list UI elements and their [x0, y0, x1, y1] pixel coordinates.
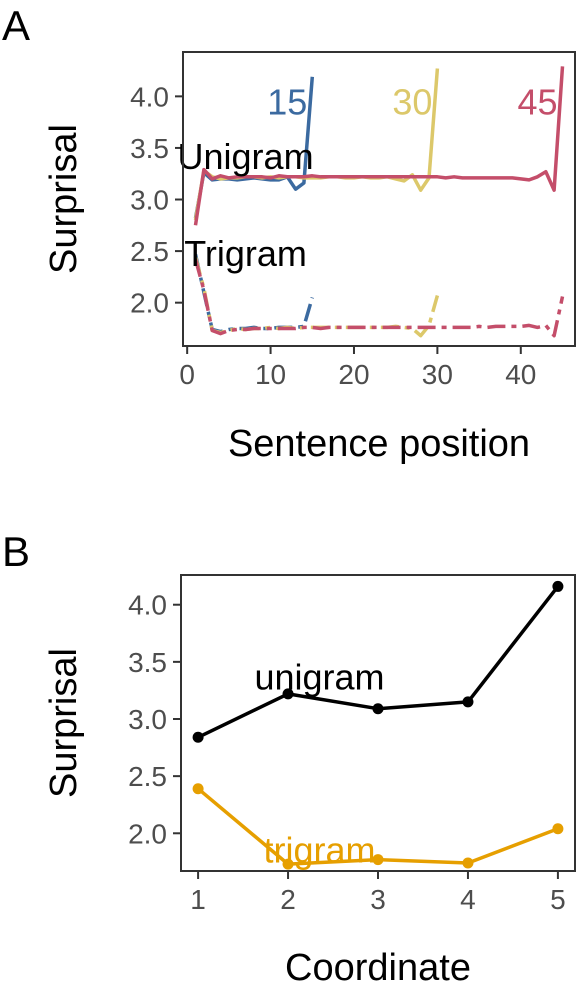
panel-a-plot-area: 0 10 20 30 40 2.0 2.5 3.0 3.5 4.0 15 30 45 Unigram Tri…	[130, 66, 565, 390]
panel-a-x-tick-label: 40	[505, 359, 536, 390]
panel-a: A 0 10 20 30 40 2.0 2.5 3.0 3.5 4.0 15 30 45 Unigram T…	[2, 2, 576, 465]
panel-b-trigram-point	[462, 857, 474, 869]
panel-a-y-tick-label: 3.5	[130, 133, 169, 164]
panel-b-unigram-point	[372, 703, 384, 715]
panel-b-unigram-point	[192, 731, 204, 743]
panel-b-annotation-unigram: unigram	[254, 657, 384, 698]
panel-b-y-axis-title: Surprisal	[43, 648, 85, 798]
panel-a-y-tick-label: 2.0	[130, 288, 169, 319]
panel-b-y-tick-label: 2.5	[128, 761, 167, 792]
panel-b-y-tick-label: 3.0	[128, 704, 167, 735]
panel-b-unigram-point	[462, 696, 474, 708]
panel-a-annotation-30: 30	[392, 82, 432, 123]
panel-b-x-tick-label: 4	[460, 884, 476, 915]
panel-a-frame	[182, 51, 576, 347]
panel-b-trigram-point	[192, 783, 204, 795]
panel-a-y-axis-title: Surprisal	[43, 124, 85, 274]
panel-a-letter: A	[2, 2, 30, 49]
panel-b-y-tick-label: 3.5	[128, 647, 167, 678]
panel-b-x-tick-label: 3	[370, 884, 386, 915]
panel-a-annotation-trigram: Trigram	[184, 233, 307, 274]
panel-b-unigram-point	[282, 688, 294, 700]
panel-a-x-tick-label: 30	[422, 359, 453, 390]
panel-a-x-tick-label: 20	[338, 359, 369, 390]
panel-b-unigram-point	[552, 580, 564, 592]
panel-a-annotation-45: 45	[517, 82, 557, 123]
panel-b-trigram-line	[196, 787, 559, 866]
panel-b-letter: B	[2, 528, 30, 575]
panel-a-y-tick-label: 2.5	[130, 236, 169, 267]
panel-b-x-tick-label: 5	[550, 884, 566, 915]
panel-b-trigram-point	[552, 823, 564, 835]
panel-b-x-axis-title: Coordinate	[285, 947, 471, 984]
panel-b-x-tick-label: 2	[280, 884, 296, 915]
panel-a-y-tick-label: 3.0	[130, 185, 169, 216]
panel-a-y-tick-label: 4.0	[130, 81, 169, 112]
panel-b: B 1 2 3 4 5 2.0 2.5 3.0 3.5 4.0 unigram trigram Coo…	[2, 528, 576, 984]
panel-a-trigram-45-line	[193, 258, 565, 338]
panel-b-annotation-trigram: trigram	[264, 829, 376, 870]
panel-b-y-tick-label: 4.0	[128, 590, 167, 621]
panel-b-plot-area: 1 2 3 4 5 2.0 2.5 3.0 3.5 4.0 unigram trigram	[128, 580, 566, 915]
panel-b-trigram-point	[372, 854, 384, 866]
panel-b-frame	[180, 574, 576, 872]
panel-a-x-tick-label: 10	[255, 359, 286, 390]
panel-b-trigram-point	[282, 858, 294, 870]
panel-b-x-tick-label: 1	[190, 884, 206, 915]
panel-a-unigram-45-line	[193, 66, 565, 226]
panel-a-x-axis-title: Sentence position	[228, 423, 530, 465]
panel-a-annotation-unigram: Unigram	[178, 136, 314, 177]
panel-b-y-tick-label: 2.0	[128, 818, 167, 849]
panel-a-annotation-15: 15	[267, 82, 307, 123]
panel-a-x-tick-label: 0	[179, 359, 195, 390]
